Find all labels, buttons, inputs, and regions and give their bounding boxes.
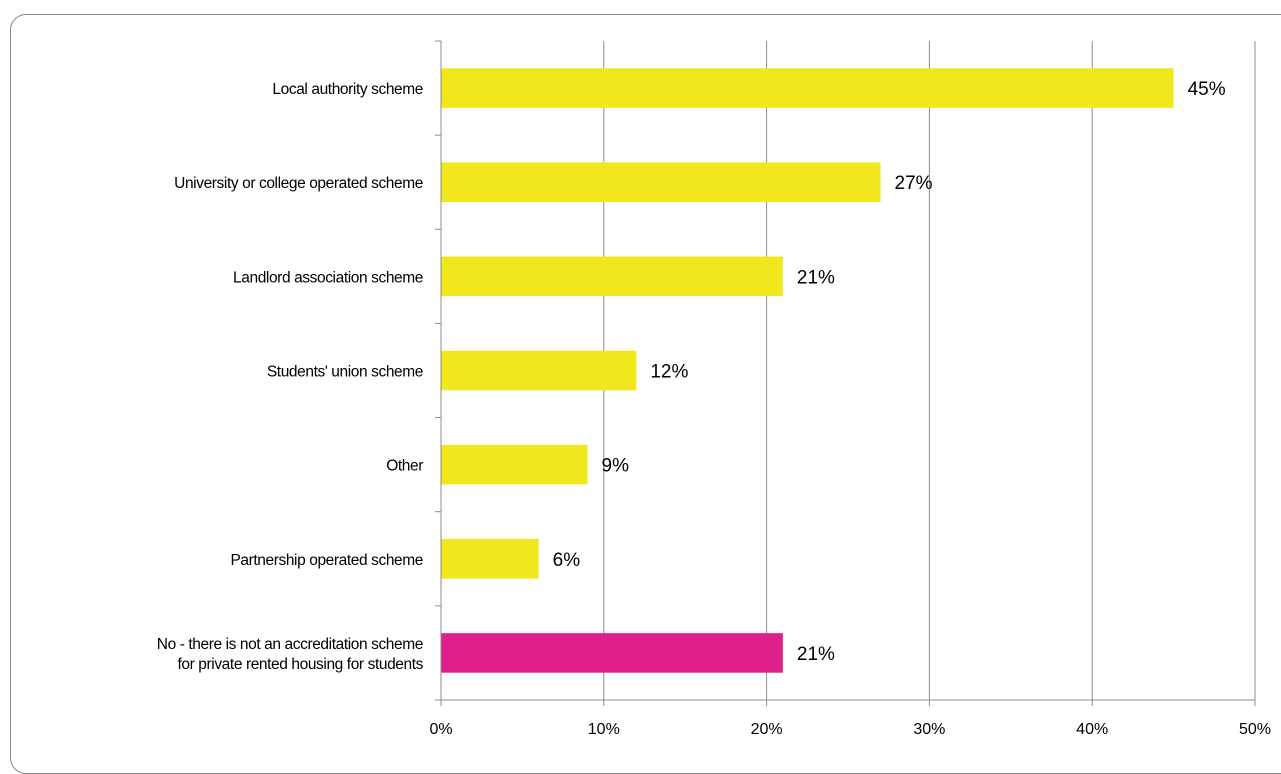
value-label: 21% xyxy=(797,644,835,665)
category-label: University or college operated scheme xyxy=(174,175,423,192)
bar xyxy=(441,256,783,297)
category-label: Partnership operated scheme xyxy=(230,552,423,569)
category-label: Other xyxy=(386,458,423,475)
axes xyxy=(435,40,1256,706)
x-tick-label: 20% xyxy=(751,721,783,738)
value-label: 27% xyxy=(895,173,933,194)
x-tick-label: 10% xyxy=(588,721,620,738)
value-label: 21% xyxy=(797,267,835,288)
labels: 0% 10% 20% 30% 40% 50% 45% Local authority sche… xyxy=(157,79,1271,738)
x-tick-label: 50% xyxy=(1239,721,1271,738)
x-tick-label: 0% xyxy=(429,721,452,738)
bars xyxy=(441,68,1174,673)
category-label: Landlord association scheme xyxy=(233,269,423,286)
bar xyxy=(441,162,881,202)
bar xyxy=(441,68,1174,108)
value-label: 9% xyxy=(602,456,630,477)
bar xyxy=(441,539,539,579)
bar xyxy=(441,350,637,391)
bar-chart: 0% 10% 20% 30% 40% 50% 45% Local authority sche… xyxy=(157,40,1271,738)
value-label: 6% xyxy=(553,550,581,571)
value-label: 12% xyxy=(650,362,688,383)
value-label: 45% xyxy=(1188,79,1226,100)
category-label: for private rented housing for students xyxy=(178,656,424,673)
category-label: Students' union scheme xyxy=(267,364,423,381)
category-label: Local authority scheme xyxy=(272,81,423,98)
x-tick-label: 40% xyxy=(1076,721,1108,738)
category-label: No - there is not an accreditation schem… xyxy=(157,636,423,653)
gridlines xyxy=(603,41,1256,700)
bar xyxy=(441,633,783,673)
bar xyxy=(441,444,588,485)
x-tick-label: 30% xyxy=(913,721,945,738)
